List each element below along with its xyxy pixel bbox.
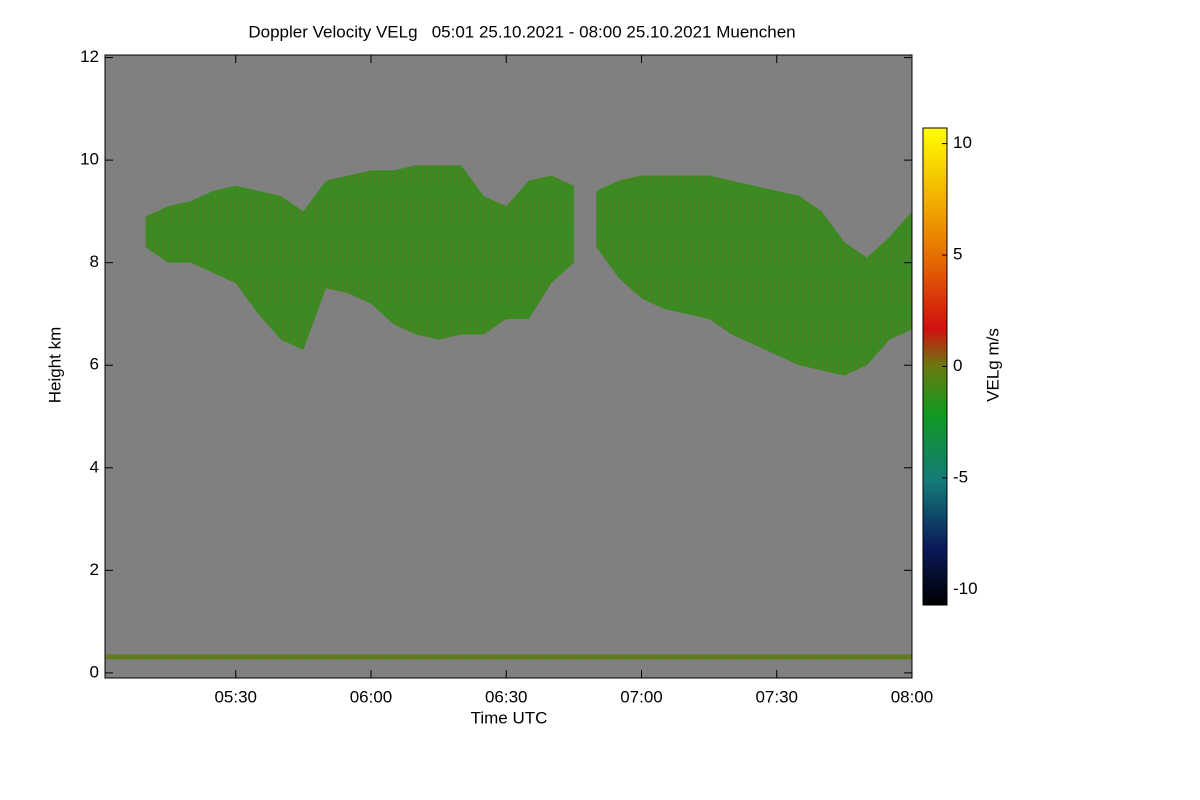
y-tick-label: 6 xyxy=(90,355,99,374)
colorbar-label: VELg m/s xyxy=(983,328,1002,402)
x-tick-label: 06:30 xyxy=(485,687,528,706)
y-tick-label: 2 xyxy=(90,560,99,579)
chart-title: Doppler Velocity VELg 05:01 25.10.2021 -… xyxy=(248,22,795,41)
echo-texture xyxy=(105,654,912,660)
x-axis-label: Time UTC xyxy=(471,708,548,727)
y-tick-label: 10 xyxy=(80,150,99,169)
colorbar-tick-label: 10 xyxy=(953,133,972,152)
plot-frame xyxy=(104,54,913,679)
y-tick-label: 0 xyxy=(90,662,99,681)
x-tick-label: 05:30 xyxy=(214,687,257,706)
y-tick-label: 8 xyxy=(90,252,99,271)
colorbar-tick-label: -5 xyxy=(953,467,968,486)
y-axis-label: Height km xyxy=(45,327,64,404)
x-tick-label: 07:30 xyxy=(755,687,798,706)
echo-texture xyxy=(145,165,574,350)
colorbar-tick-label: 5 xyxy=(953,245,962,264)
y-tick-label: 4 xyxy=(90,457,99,476)
x-tick-label: 06:00 xyxy=(350,687,393,706)
plot-background xyxy=(105,55,912,678)
colorbar-tick-label: 0 xyxy=(953,356,962,375)
x-tick-label: 07:00 xyxy=(620,687,663,706)
colorbar-tick-label: -10 xyxy=(953,579,978,598)
x-tick-label: 08:00 xyxy=(891,687,934,706)
y-tick-label: 12 xyxy=(80,47,99,66)
echo-texture xyxy=(596,175,912,376)
